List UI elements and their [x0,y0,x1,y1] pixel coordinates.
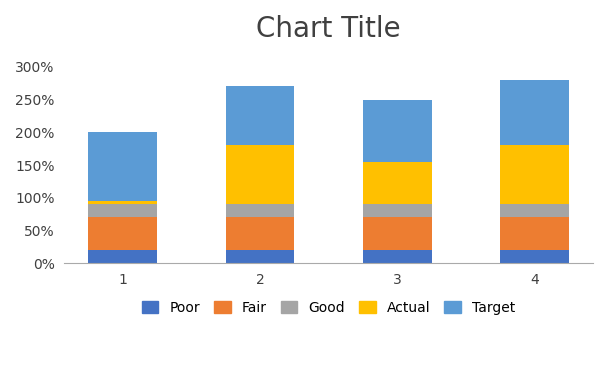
Bar [500,80,569,146]
Bar [363,217,432,250]
Bar [500,217,569,250]
Bar [88,132,157,201]
Bar [88,201,157,204]
Title: Chart Title: Chart Title [257,15,401,43]
Legend: Poor, Fair, Good, Actual, Target: Poor, Fair, Good, Actual, Target [136,296,521,321]
Bar [363,250,432,263]
Bar [226,217,294,250]
Bar [88,250,157,263]
Bar [500,146,569,204]
Bar [363,162,432,204]
Bar [226,86,294,146]
Bar [226,204,294,218]
Bar [88,204,157,218]
Bar [363,99,432,162]
Bar [88,217,157,250]
Bar [226,250,294,263]
Bar [500,204,569,218]
Bar [500,250,569,263]
Bar [226,146,294,204]
Bar [363,204,432,218]
